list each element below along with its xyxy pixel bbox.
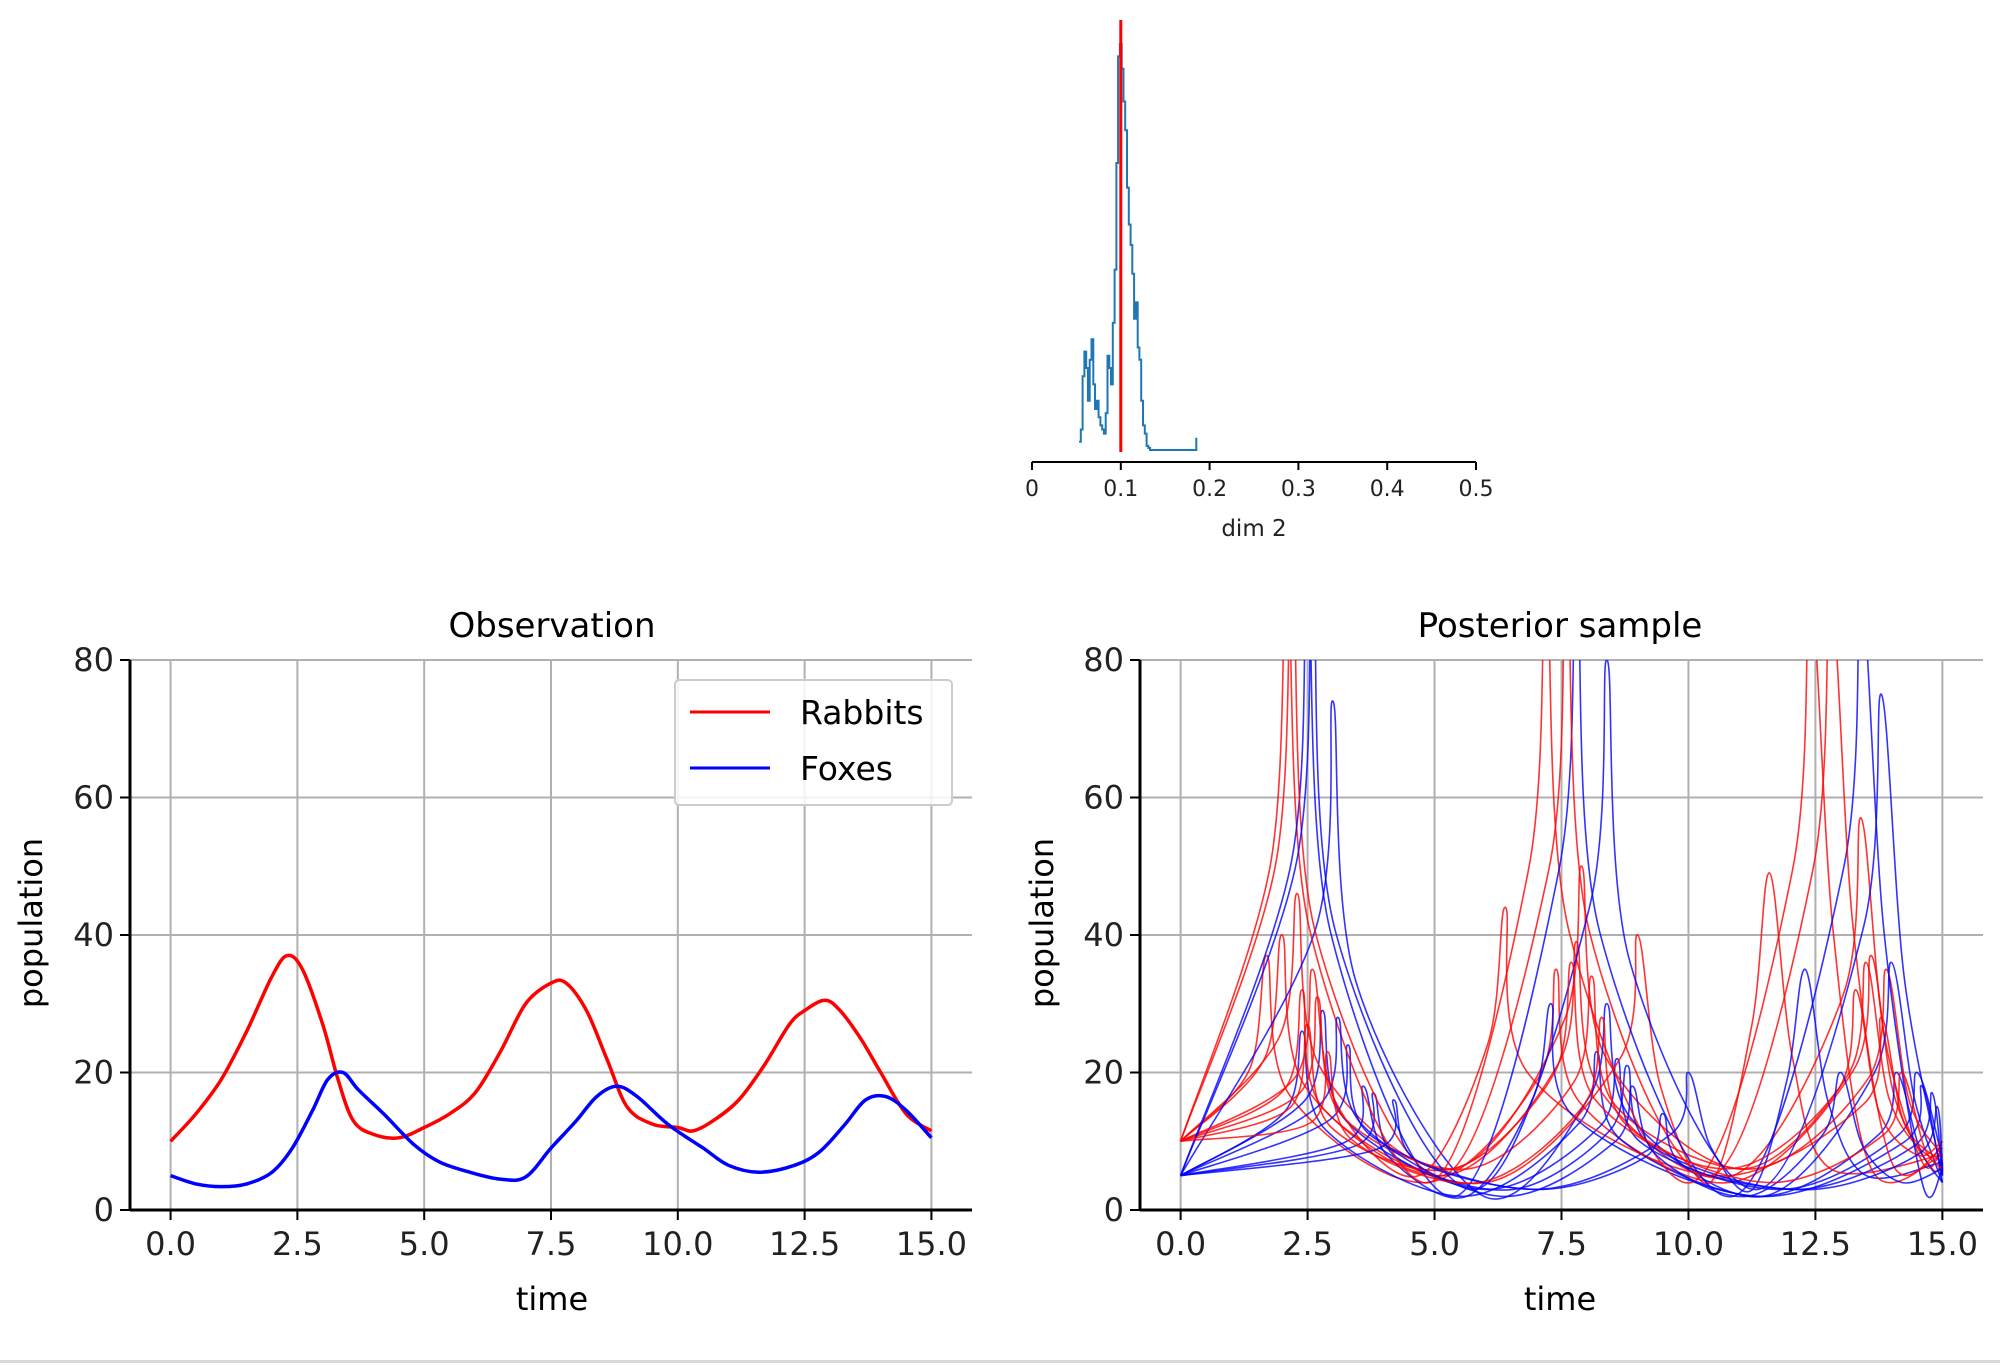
histogram-x-tick-label: 0.2 (1192, 477, 1227, 502)
observation-x-tick-label: 2.5 (272, 1225, 323, 1263)
observation-y-tick-label: 40 (73, 916, 114, 954)
observation-y-tick-label: 0 (94, 1191, 114, 1229)
posterior-fox-sample (1180, 968, 1943, 1193)
posterior-rabbit-sample (1180, 968, 1944, 1171)
legend-label-rabbits: Rabbits (800, 693, 924, 732)
posterior-rabbit-sample (1180, 1016, 1944, 1185)
observation-x-tick-label: 15.0 (896, 1225, 967, 1263)
observation-series-foxes (170, 1070, 933, 1189)
observation-legend: Rabbits Foxes (674, 679, 953, 806)
posterior-y-tick-label: 60 (1083, 779, 1124, 817)
observation-x-tick-label: 0.0 (145, 1225, 196, 1263)
observation-title: Observation (448, 606, 655, 646)
observation-xlabel: time (516, 1280, 588, 1318)
observation-series-rabbits (169, 953, 933, 1143)
histogram-x-tick-label: 0.1 (1103, 477, 1138, 502)
posterior-fox-sample (1180, 1016, 1943, 1198)
posterior-sample-plot: Posterior sample time population 0.0 2.5 5… (1023, 606, 1983, 1318)
posterior-rabbit-sample (1179, 660, 1943, 1184)
observation-y-tick-label: 80 (73, 641, 114, 679)
posterior-x-tick-label: 0.0 (1155, 1225, 1206, 1263)
observation-x-tick-label: 5.0 (399, 1225, 450, 1263)
histogram-x-tick-label: 0.5 (1459, 477, 1494, 502)
posterior-y-tick-label: 20 (1083, 1054, 1124, 1092)
posterior-fox-sample (1179, 700, 1944, 1200)
posterior-rabbit-sample (1180, 961, 1943, 1172)
posterior-rabbit-sample (1179, 660, 1943, 1177)
observation-x-tick-label: 12.5 (769, 1225, 840, 1263)
observation-plot: Observation time population 0.0 2.5 5.0 7.5… (12, 606, 972, 1318)
histogram-x-tick-label: 0.4 (1370, 477, 1405, 502)
posterior-y-tick-label: 0 (1104, 1191, 1124, 1229)
posterior-xlabel: time (1524, 1280, 1596, 1318)
posterior-fox-sample (1179, 660, 1944, 1191)
observation-y-tick-label: 20 (73, 1054, 114, 1092)
observation-x-tick-label: 10.0 (642, 1225, 713, 1263)
legend-label-foxes: Foxes (800, 749, 893, 788)
posterior-rabbit-sample (1180, 817, 1944, 1179)
posterior-x-tick-label: 10.0 (1653, 1225, 1724, 1263)
posterior-x-tick-label: 7.5 (1536, 1225, 1587, 1263)
observation-ylabel: population (12, 838, 50, 1008)
histogram-x-tick-label: 0.3 (1281, 477, 1316, 502)
posterior-rabbit-sample (1180, 872, 1943, 1185)
posterior-y-tick-label: 80 (1083, 641, 1124, 679)
posterior-x-tick-label: 5.0 (1409, 1225, 1460, 1263)
histogram-density-line (1079, 43, 1198, 451)
posterior-fox-sample (1180, 1099, 1944, 1191)
posterior-x-tick-label: 15.0 (1907, 1225, 1978, 1263)
posterior-title: Posterior sample (1418, 606, 1703, 646)
bottom-divider (0, 1360, 2000, 1363)
histogram-x-tick-label: 0 (1025, 477, 1039, 502)
posterior-rabbit-sample (1180, 865, 1944, 1171)
observation-x-tick-label: 7.5 (526, 1225, 577, 1263)
dim2-histogram-panel: 0 0.1 0.2 0.3 0.4 0.5 dim 2 (1025, 20, 1494, 542)
observation-y-tick-label: 60 (73, 779, 114, 817)
posterior-x-tick-label: 2.5 (1282, 1225, 1333, 1263)
posterior-fox-sample (1179, 660, 1944, 1199)
posterior-x-tick-label: 12.5 (1780, 1225, 1851, 1263)
posterior-ylabel: population (1023, 838, 1061, 1008)
histogram-xlabel: dim 2 (1221, 516, 1286, 542)
posterior-y-tick-label: 40 (1083, 916, 1124, 954)
